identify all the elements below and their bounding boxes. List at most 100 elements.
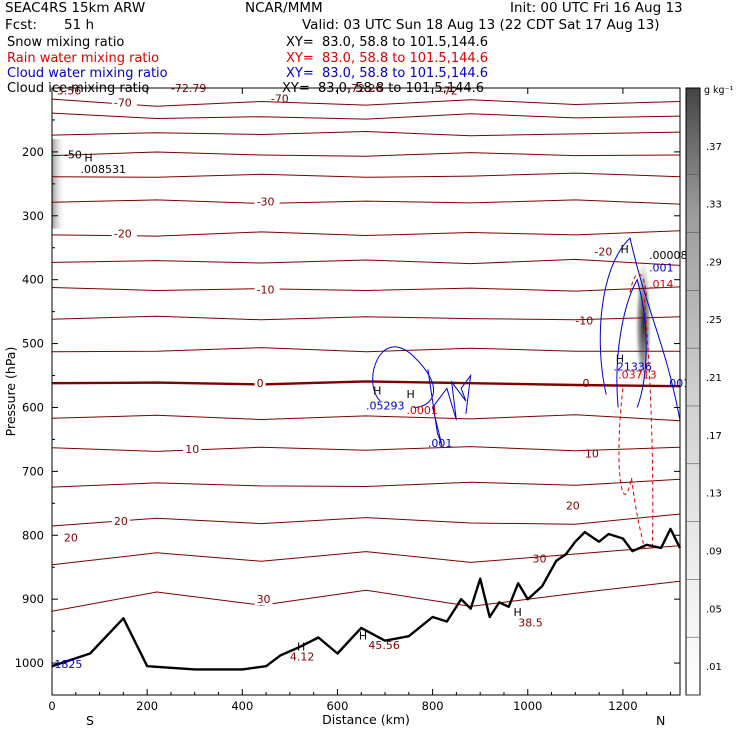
value-label: -72 xyxy=(440,84,458,97)
x-tick-label: 1200 xyxy=(608,699,637,713)
colorbar-level-label: .33 xyxy=(706,200,722,211)
isotherm-label: -10 xyxy=(257,283,275,296)
isotherm-8 xyxy=(51,286,681,292)
value-label: 20 xyxy=(566,500,580,513)
value-label: 1825 xyxy=(54,658,82,671)
colorbar-level-label: .21 xyxy=(706,373,722,384)
legend-rain-xy: XY= 83.0, 58.8 to 101.5,144.6 xyxy=(286,51,489,66)
value-label: 45.56 xyxy=(368,639,400,652)
value-label: .001 xyxy=(428,437,453,450)
high-marker: H xyxy=(297,640,305,653)
forecast-hour: 51 h xyxy=(64,17,95,33)
x-tick-label: 800 xyxy=(422,699,444,713)
value-label: .001 xyxy=(666,377,691,390)
y-tick-label: 900 xyxy=(22,592,44,606)
rain-water-contour-a xyxy=(618,388,645,549)
value-label: .000084 xyxy=(649,249,695,262)
value-label: 10 xyxy=(585,447,599,460)
value-label: 30 xyxy=(533,553,547,566)
plot-frame xyxy=(51,87,681,696)
y-tick-label: 200 xyxy=(22,145,44,159)
cloud-water-contour-b xyxy=(372,346,434,408)
north-label: N xyxy=(656,713,665,728)
isotherm-label: -30 xyxy=(257,196,275,209)
high-marker: H xyxy=(616,353,624,366)
init-time: Init: 00 UTC Fri 16 Aug 13 xyxy=(510,0,683,16)
value-label: -20 xyxy=(594,245,612,258)
isotherm-2 xyxy=(51,131,681,137)
isotherm-13 xyxy=(51,446,681,452)
value-label: 0 xyxy=(582,377,589,390)
y-tick-label: 1000 xyxy=(15,656,44,670)
colorbar-level-label: .17 xyxy=(706,431,722,442)
y-tick-label: 700 xyxy=(22,464,44,478)
isotherm-4 xyxy=(51,172,681,178)
y-tick-label: 600 xyxy=(22,400,44,414)
y-axis-title: Pressure (hPa) xyxy=(3,347,18,437)
isotherm-label-bg xyxy=(111,515,130,528)
isotherm-17 xyxy=(51,580,681,612)
value-label: .03713 xyxy=(618,369,657,382)
high-marker: H xyxy=(84,151,92,164)
isotherm-label-bg xyxy=(254,593,273,606)
model-title: SEAC4RS 15km ARW xyxy=(5,0,146,16)
terrain-line xyxy=(51,527,682,671)
south-label: S xyxy=(86,713,94,728)
isotherm-5 xyxy=(51,199,681,205)
isotherm-6 xyxy=(51,230,681,237)
legend-snow-xy: XY= 83.0, 58.8 to 101.5,144.6 xyxy=(286,35,489,50)
isotherm-label: 0 xyxy=(257,377,264,390)
colorbar-level-label: .09 xyxy=(706,546,722,557)
value-label: 4.12 xyxy=(290,650,315,663)
isotherm-label-bg xyxy=(111,96,137,109)
shading-convective xyxy=(634,254,653,395)
value-label: 3.56 xyxy=(57,84,82,97)
isotherm-15 xyxy=(51,513,681,527)
cloud-water-contour-a xyxy=(427,369,472,446)
isotherm-3 xyxy=(51,151,681,157)
x-axis-title: Distance (km) xyxy=(322,712,410,727)
isotherm-label: 30 xyxy=(257,593,271,606)
isotherm-16 xyxy=(51,545,681,566)
x-tick-label: 600 xyxy=(326,699,348,713)
isotherm-label: -70 xyxy=(114,97,132,110)
cloud-water-contour-c xyxy=(599,237,681,421)
colorbar-unit: g kg⁻¹ xyxy=(704,85,734,96)
isotherm-12 xyxy=(51,414,681,422)
x-tick-label: 400 xyxy=(231,699,253,713)
org-label: NCAR/MMM xyxy=(245,0,323,16)
colorbar-level-label: .01 xyxy=(706,662,722,673)
x-tick-label: 200 xyxy=(136,699,158,713)
colorbar-level-label: .05 xyxy=(706,604,722,615)
isotherm-label-bg xyxy=(183,443,202,456)
value-label: -50 xyxy=(64,148,82,161)
y-tick-label: 300 xyxy=(22,209,44,223)
value-label: 38.5 xyxy=(518,617,543,630)
shading-left xyxy=(52,139,66,229)
isotherm-1 xyxy=(51,112,681,120)
value-label: .05293 xyxy=(366,399,405,412)
isotherm-0 xyxy=(51,98,681,107)
colorbar-level-label: .25 xyxy=(706,315,722,326)
value-label: .001 xyxy=(649,261,674,274)
legend-cloudwater-name: Cloud water mixing ratio xyxy=(7,66,168,81)
high-marker: H xyxy=(621,243,629,256)
value-label: .21336 xyxy=(613,360,652,373)
value-label: .008531 xyxy=(81,163,127,176)
isotherm-label-bg xyxy=(254,377,266,390)
high-marker: H xyxy=(513,606,521,619)
value-label: .014 xyxy=(649,278,674,291)
legend-cloudwater-xy: XY= 83.0, 58.8 to 101.5,144.6 xyxy=(286,66,489,81)
colorbar-level-label: .13 xyxy=(706,489,722,500)
y-tick-label: 800 xyxy=(22,528,44,542)
cloud-water-contour-d xyxy=(616,278,647,408)
value-label: -70 xyxy=(271,93,289,106)
isotherm-label-bg xyxy=(111,227,137,240)
isotherm-label-bg xyxy=(254,283,280,296)
high-marker: H xyxy=(406,388,414,401)
isotherm-label-bg xyxy=(254,195,280,208)
forecast-label: Fcst: xyxy=(5,17,38,33)
isotherm-label: 20 xyxy=(114,515,128,528)
colorbar-level-label: .29 xyxy=(706,257,722,268)
